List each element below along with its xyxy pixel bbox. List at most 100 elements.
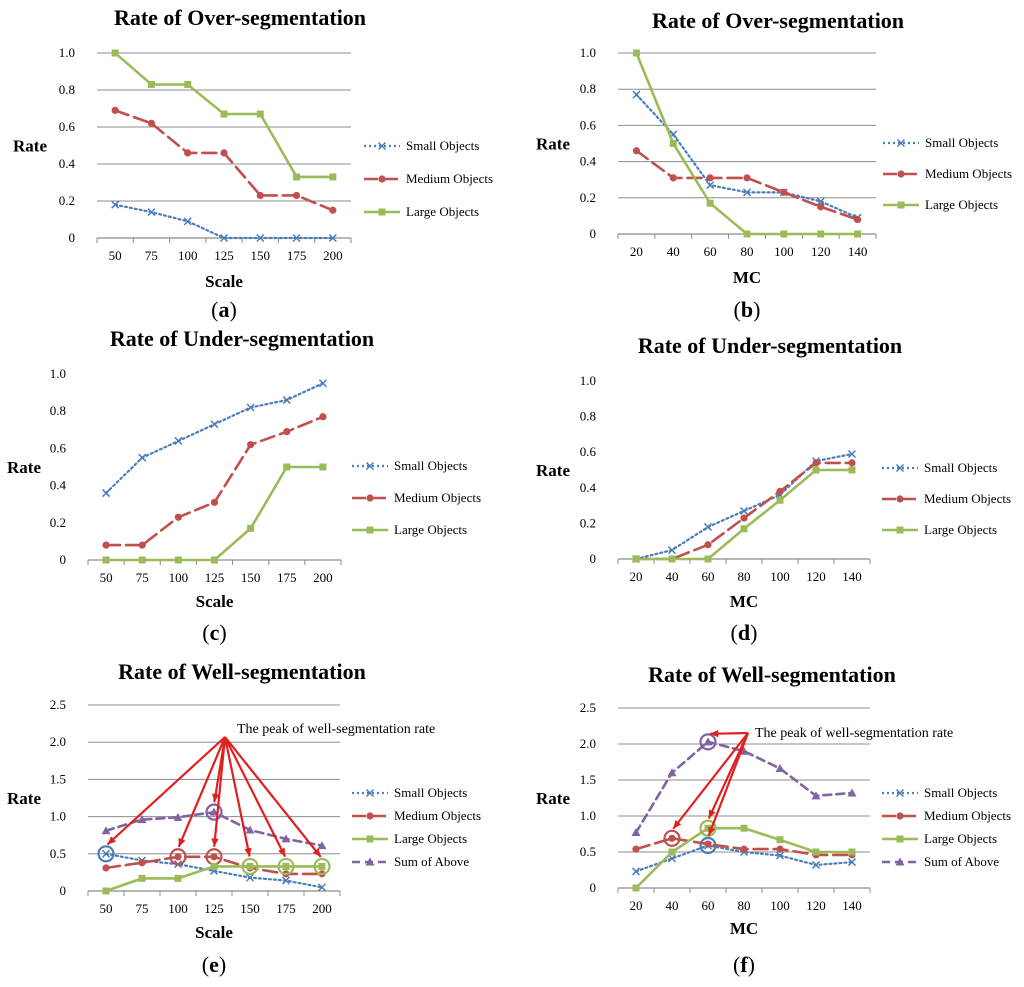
x-tick-label: 100: [770, 898, 790, 913]
legend: Small Objects Medium Objects Large Objects…: [352, 785, 481, 869]
annotation-arrow-head: [107, 836, 117, 845]
x-axis-label: Scale: [205, 272, 243, 291]
legend-marker: [365, 857, 375, 866]
legend: Small Objects Medium Objects Large Objects: [882, 460, 1011, 537]
data-point: [174, 436, 183, 445]
data-point: [740, 525, 748, 533]
y-tick-label: 0.6: [580, 444, 597, 459]
panel-paren-open: (: [202, 620, 209, 645]
series-small-objects: [631, 449, 857, 564]
x-tick-label: 140: [848, 244, 868, 259]
x-tick-label: 140: [842, 569, 862, 584]
x-tick-label: 125: [214, 248, 234, 263]
data-point: [147, 119, 156, 127]
data-point: [281, 834, 291, 843]
data-point: [210, 853, 218, 861]
data-point: [283, 463, 291, 471]
y-axis-label: Rate: [13, 137, 47, 156]
peak-marker: [313, 857, 331, 876]
data-point: [318, 862, 326, 870]
data-point: [775, 851, 785, 860]
chart-panel-b: Rate of Over-segmentation 0 0.2 0.4 0.6 0.8 1.…: [536, 8, 1012, 322]
legend-label: Medium Objects: [924, 808, 1011, 823]
peak-marker: [663, 829, 681, 847]
data-point: [174, 874, 182, 882]
annotation-arrow-line: [213, 736, 227, 803]
legend-label: Small Objects: [394, 785, 467, 800]
annotation-arrow-line: [224, 736, 322, 858]
y-tick-label: 0.4: [580, 154, 597, 169]
series-line: [635, 149, 859, 221]
data-point: [704, 541, 712, 549]
data-point: [704, 555, 712, 563]
data-point: [667, 546, 677, 555]
data-point: [220, 110, 228, 118]
data-point: [848, 459, 856, 467]
x-tick-label: 20: [630, 569, 643, 584]
data-point: [245, 825, 255, 834]
x-axis-label: MC: [733, 268, 761, 287]
series-line: [634, 740, 854, 834]
legend-marker: [366, 835, 374, 843]
x-tick-label: 120: [806, 569, 826, 584]
data-point: [848, 848, 856, 856]
data-point: [246, 403, 255, 412]
data-point: [102, 887, 110, 895]
data-point: [631, 867, 641, 876]
data-point: [184, 149, 192, 157]
annotation-arrow-line: [223, 736, 251, 857]
x-axis-label: Scale: [195, 923, 233, 942]
annotation-arrow-line: [224, 736, 287, 858]
chart-title: Rate of Well-segmentation: [118, 659, 366, 684]
y-tick-label: 0.2: [580, 515, 596, 530]
data-point: [811, 791, 821, 800]
series-medium-objects: [632, 829, 856, 859]
data-point: [668, 555, 676, 563]
y-tick-label: 0.5: [580, 844, 596, 859]
chart-title: Rate of Over-segmentation: [114, 5, 366, 30]
legend-marker: [896, 495, 904, 503]
annotation-arrow-line: [672, 732, 749, 830]
y-tick-label: 1.0: [59, 45, 75, 60]
data-point: [329, 206, 337, 214]
x-tick-label: 75: [145, 248, 158, 263]
data-point: [173, 812, 183, 821]
data-point: [183, 217, 192, 226]
panel-letter: e: [209, 952, 219, 977]
data-point: [209, 807, 219, 816]
data-point: [780, 230, 788, 238]
annotation-arrow-head: [212, 793, 220, 803]
data-point: [281, 876, 291, 885]
legend-label: Small Objects: [394, 458, 467, 473]
data-point: [111, 200, 120, 209]
y-tick-label: 1.0: [580, 808, 596, 823]
data-point: [742, 188, 752, 197]
data-point: [776, 496, 784, 504]
panel-paren-close: ): [219, 620, 226, 645]
series-small-objects: [111, 200, 337, 243]
data-point: [137, 815, 147, 824]
series-small-objects: [632, 90, 862, 222]
legend-marker: [377, 141, 387, 151]
data-point: [102, 556, 110, 564]
legend-marker: [365, 461, 375, 471]
y-tick-label: 0.8: [59, 82, 75, 97]
series-line: [104, 415, 325, 547]
y-axis-label: Rate: [536, 135, 570, 154]
legend-label: Small Objects: [406, 138, 479, 153]
data-point: [776, 487, 784, 495]
data-point: [138, 453, 147, 462]
panel-label: (d): [731, 620, 758, 645]
data-point: [668, 834, 676, 842]
legend: Small Objects Medium Objects Large Objects: [364, 138, 493, 219]
legend-label: Medium Objects: [406, 171, 493, 186]
y-tick-label: 0.8: [580, 409, 596, 424]
x-axis-label: MC: [730, 592, 758, 611]
legend-label: Small Objects: [924, 460, 997, 475]
legend-marker: [895, 788, 905, 798]
x-tick-label: 50: [100, 901, 113, 916]
y-axis-label: Rate: [536, 789, 570, 808]
annotation-arrow-head: [178, 837, 186, 847]
annotation-arrow-line: [707, 732, 749, 819]
x-tick-label: 40: [666, 898, 679, 913]
